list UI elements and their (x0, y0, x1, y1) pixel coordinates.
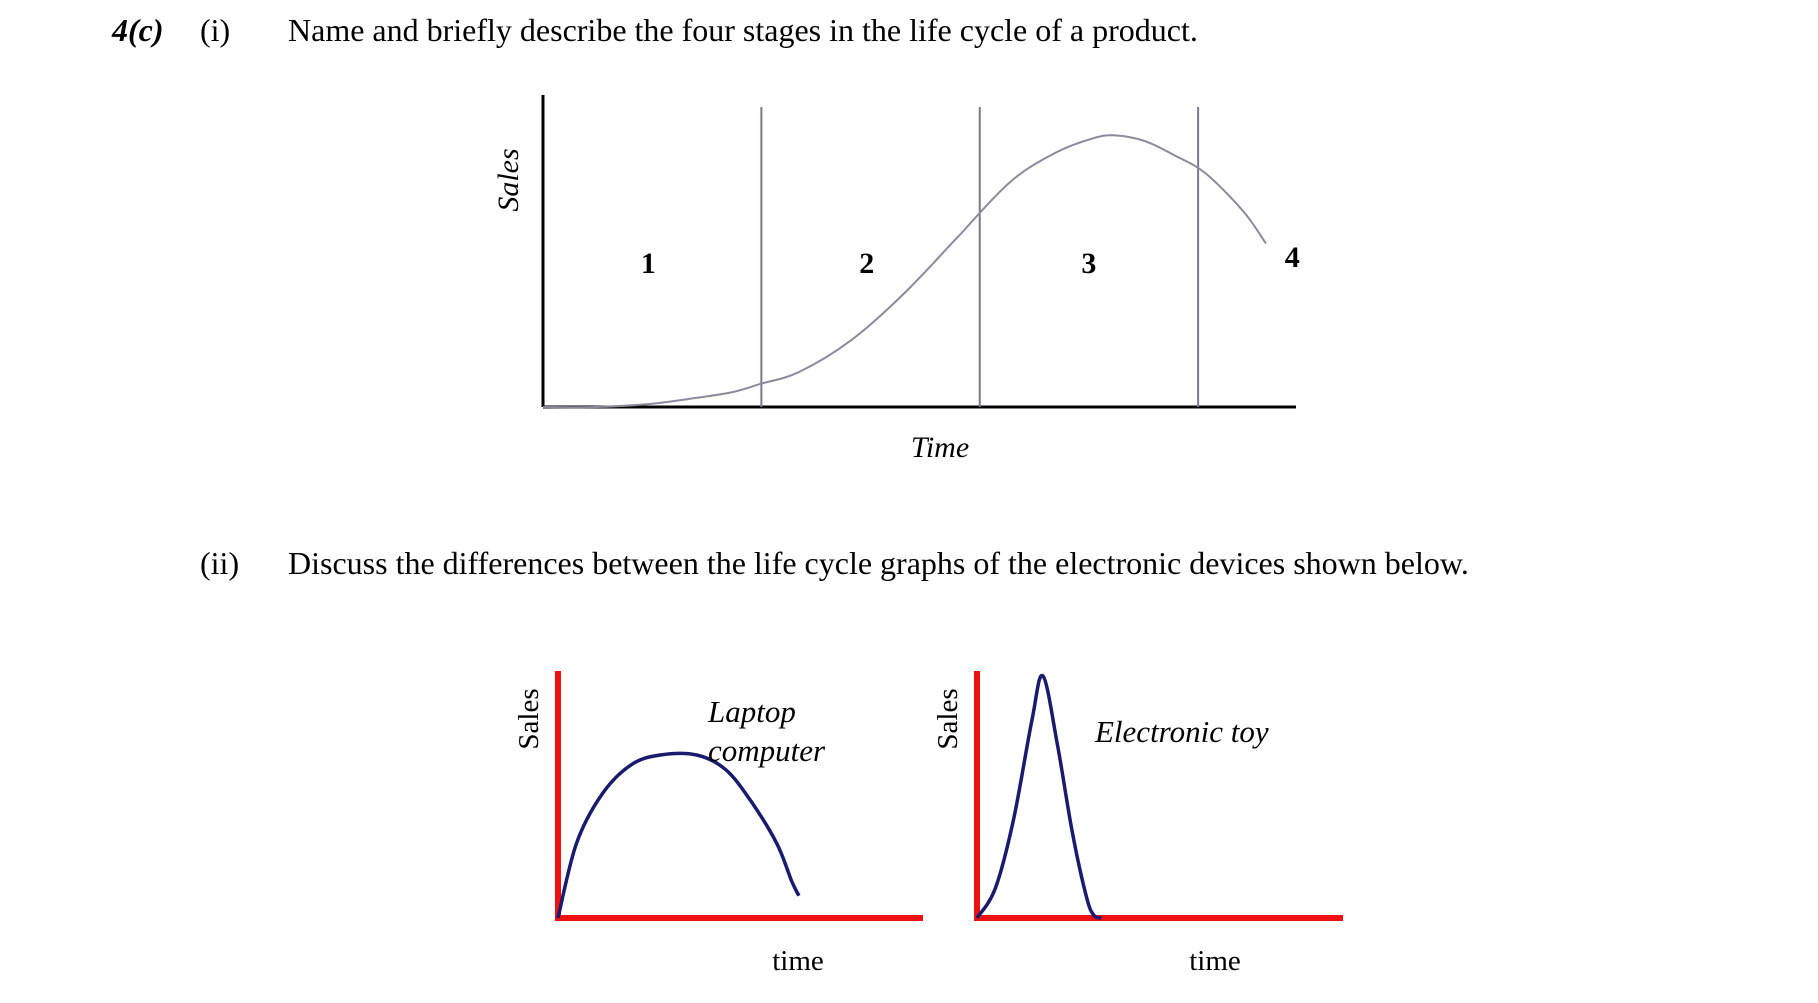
laptop-sales-curve (556, 751, 801, 919)
laptop-x-axis-label: time (772, 945, 824, 977)
part-i-text: Name and briefly describe the four stage… (288, 12, 1198, 48)
stage-label-1: 1 (641, 247, 656, 280)
laptop-series-label-line-2: computer (708, 733, 826, 768)
toy-sales-curve (975, 673, 1102, 920)
laptop-series-label-line-1: Laptop (707, 694, 796, 729)
part-ii-text: Discuss the differences between the life… (288, 545, 1469, 581)
toy-series-label: Electronic toy (1094, 714, 1269, 749)
laptop-y-axis-label: Sales (513, 688, 545, 749)
part-i-label: (i) (200, 12, 231, 48)
toy-x-axis-label: time (1189, 945, 1241, 977)
toy-y-axis-label: Sales (932, 688, 964, 749)
stage-label-2: 2 (859, 247, 874, 280)
stage-label-4: 4 (1285, 241, 1300, 274)
stage-label-3: 3 (1081, 247, 1096, 280)
sales-curve (542, 134, 1267, 409)
part-ii-label: (ii) (200, 545, 240, 581)
x-axis-label: Time (911, 431, 969, 464)
y-axis-label: Sales (492, 148, 525, 211)
question-number: 4(c) (112, 12, 164, 48)
